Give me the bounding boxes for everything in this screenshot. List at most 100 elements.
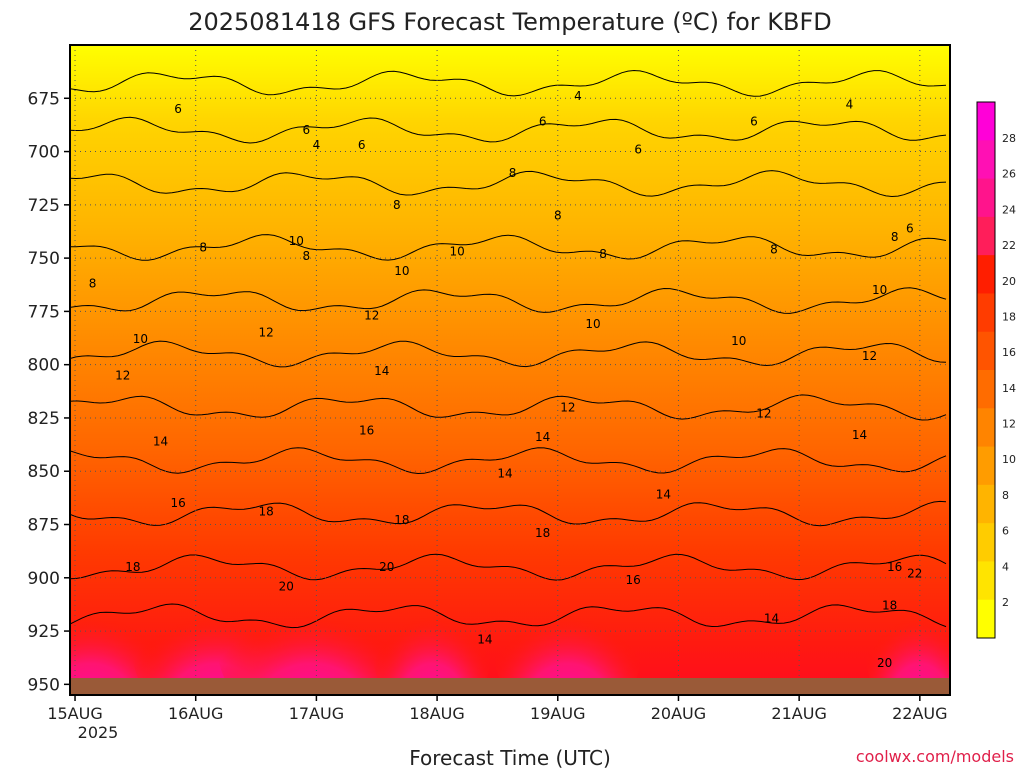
x-axis-sublabel: 2025 <box>78 723 119 742</box>
contour-label: 6 <box>539 115 547 129</box>
contour-label: 16 <box>887 560 902 574</box>
contour-label: 16 <box>626 573 641 587</box>
contour-label: 6 <box>303 123 311 137</box>
contour-label: 12 <box>862 349 877 363</box>
x-axis: 15AUG 16AUG 17AUG 18AUG 19AUG 20AUG 21AUG 22AUG <box>47 695 948 723</box>
contour-label: 6 <box>906 221 914 235</box>
contour-line <box>70 447 947 475</box>
colorbar-tick-label: 28 <box>1002 132 1016 145</box>
x-axis-label: Forecast Time (UTC) <box>409 746 611 768</box>
colorbar-segment <box>977 370 995 409</box>
contour-label: 20 <box>379 560 394 574</box>
contour-line <box>70 500 947 527</box>
contour-label: 14 <box>764 611 779 625</box>
contour-label: 14 <box>153 434 168 448</box>
contour-label: 10 <box>731 334 746 348</box>
contour-line <box>70 116 947 144</box>
contour-label: 18 <box>125 560 140 574</box>
contour-label: 8 <box>770 243 778 257</box>
contour-label: 14 <box>852 428 867 442</box>
contour-label: 12 <box>258 326 273 340</box>
contour-line <box>70 553 947 581</box>
y-tick-label: 925 <box>28 622 60 642</box>
contour-label: 18 <box>258 505 273 519</box>
y-tick-label: 950 <box>28 675 60 695</box>
contour-label: 12 <box>115 368 130 382</box>
contour-label: 14 <box>497 466 512 480</box>
contour-label: 10 <box>289 234 304 248</box>
contour-line <box>70 603 947 629</box>
colorbar-segment <box>977 446 995 486</box>
colorbar-segment <box>977 178 995 218</box>
y-tick-label: 825 <box>28 409 60 429</box>
contour-label: 6 <box>174 102 182 116</box>
contour-label: 10 <box>585 317 600 331</box>
x-tick-label: 16AUG <box>168 704 223 723</box>
contour-label: 14 <box>477 633 492 647</box>
y-tick-label: 750 <box>28 249 60 269</box>
colorbar-border <box>976 101 996 639</box>
contour-label: 6 <box>634 142 642 156</box>
colorbar-tick-label: 8 <box>1002 489 1009 502</box>
contour-label: 22 <box>907 567 922 581</box>
colorbar-tick-label: 22 <box>1002 239 1016 252</box>
x-tick-label: 22AUG <box>892 704 947 723</box>
colorbar-tick-label: 24 <box>1002 203 1016 216</box>
colorbar-segment <box>977 255 995 294</box>
contour-label: 12 <box>560 400 575 414</box>
contour-label: 10 <box>133 332 148 346</box>
warm-core <box>372 551 493 695</box>
contour-label: 20 <box>279 579 294 593</box>
contour-label: 12 <box>756 407 771 421</box>
contour-line <box>70 394 947 421</box>
colorbar-segment <box>977 140 995 180</box>
contour-label: 14 <box>656 488 671 502</box>
colorbar-tick-label: 4 <box>1002 560 1009 573</box>
colorbar-segment <box>977 408 995 448</box>
colorbar-segment <box>977 523 995 562</box>
y-tick-label: 775 <box>28 302 60 322</box>
contour-label: 8 <box>89 277 97 291</box>
colorbar-tick-label: 2 <box>1002 596 1009 609</box>
y-tick-label: 850 <box>28 462 60 482</box>
chart-title: 2025081418 GFS Forecast Temperature (ºC)… <box>188 8 832 36</box>
colorbar-segment <box>977 102 995 141</box>
warm-core <box>492 551 643 695</box>
y-tick-label: 800 <box>28 356 60 376</box>
contour-label: 6 <box>358 138 366 152</box>
contour-label: 12 <box>364 309 379 323</box>
colorbar-tick-label: 18 <box>1002 310 1016 323</box>
contour-label: 8 <box>509 166 517 180</box>
contour-label: 8 <box>599 247 607 261</box>
y-tick-label: 675 <box>28 89 60 109</box>
contour-label: 4 <box>574 89 582 103</box>
contour-line <box>70 234 947 261</box>
contour-label: 8 <box>393 198 401 212</box>
contour-label: 18 <box>394 513 409 527</box>
contour-label: 18 <box>882 598 897 612</box>
colorbar-segment <box>977 561 995 601</box>
colorbar-tick-label: 20 <box>1002 275 1016 288</box>
y-tick-label: 900 <box>28 569 60 589</box>
colorbar-segment <box>977 599 995 639</box>
contour-label: 16 <box>359 424 374 438</box>
contour-label: 8 <box>199 240 207 254</box>
x-tick-label: 17AUG <box>289 704 344 723</box>
y-axis: 675 700 725 750 775 800 825 850 875 900 925 950 <box>28 89 70 695</box>
contour-label: 8 <box>554 208 562 222</box>
contour-label: 14 <box>374 364 389 378</box>
warm-core <box>864 551 950 695</box>
colorbar-segment <box>977 331 995 371</box>
contour-label: 6 <box>750 115 758 129</box>
colorbar-tick-label: 10 <box>1002 453 1016 466</box>
contour-line <box>70 69 947 97</box>
contour-label: 4 <box>846 98 854 112</box>
contour-label: 10 <box>450 245 465 259</box>
colorbar-segment <box>977 216 995 256</box>
y-tick-label: 725 <box>28 196 60 216</box>
